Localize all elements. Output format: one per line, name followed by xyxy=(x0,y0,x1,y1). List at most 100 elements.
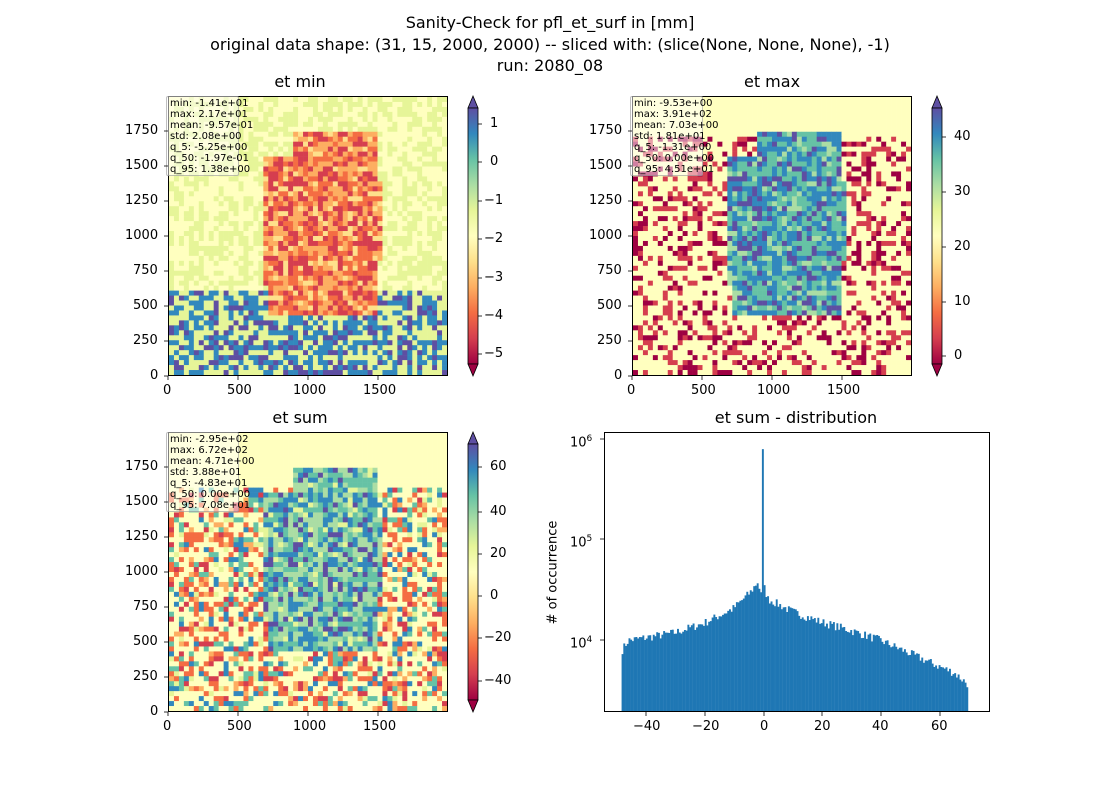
histogram-bar xyxy=(626,643,629,711)
histogram-bar xyxy=(670,629,673,711)
histogram-bar xyxy=(734,607,737,711)
hist-x-tick-label: 0 xyxy=(760,719,769,734)
histogram-bar xyxy=(826,623,828,711)
hist-y-tick-label: 105 xyxy=(570,534,593,551)
y-tick-label: 500 xyxy=(597,298,622,313)
histogram-bar xyxy=(692,623,695,711)
histogram-bar xyxy=(791,608,794,711)
histogram-bar xyxy=(926,660,929,711)
colorbar-et-max xyxy=(931,94,943,378)
histogram-bar xyxy=(647,635,650,711)
histogram-bar xyxy=(853,629,856,711)
stat-std: std: 1.81e+01 xyxy=(634,131,706,142)
heatmap-et-min-field xyxy=(169,97,447,375)
histogram-bar xyxy=(916,653,919,711)
histogram-bar xyxy=(671,629,674,711)
histogram-bar xyxy=(888,645,891,711)
histogram-bar xyxy=(848,632,851,711)
histogram-bar xyxy=(869,633,872,711)
histogram-bar xyxy=(718,616,721,711)
histogram-bar xyxy=(945,667,948,711)
histogram-bar xyxy=(884,640,887,711)
y-tick-label: 1500 xyxy=(125,494,159,509)
histogram-bar xyxy=(813,618,816,711)
hist-x-tick-label: −40 xyxy=(633,719,661,734)
histogram-bar xyxy=(943,668,946,711)
histogram-bar xyxy=(881,641,884,711)
colorbar-tick-label: 30 xyxy=(954,184,971,199)
hist-x-tick-label: 20 xyxy=(814,719,831,734)
figure-title-line-2: original data shape: (31, 15, 2000, 2000… xyxy=(210,35,890,54)
panel-title-et-sum: et sum xyxy=(272,408,328,427)
histogram-bar xyxy=(685,630,688,711)
y-tick-label: 500 xyxy=(133,634,158,649)
colorbar-tick-label: 1 xyxy=(490,116,499,131)
histogram-bar xyxy=(763,585,766,711)
x-tick-label: 1500 xyxy=(363,719,397,734)
histogram-bar xyxy=(819,623,821,711)
histogram-bar xyxy=(635,637,638,711)
colorbar-tick-label: 40 xyxy=(490,504,507,519)
histogram-bar xyxy=(748,594,750,711)
y-tick-label: 1000 xyxy=(589,228,623,243)
stat-max: max: 3.91e+02 xyxy=(634,109,712,120)
histogram-bar xyxy=(730,611,733,711)
histogram-bar xyxy=(883,644,886,711)
histogram-bar xyxy=(756,583,759,711)
histogram-bar xyxy=(722,614,724,711)
y-tick-label: 250 xyxy=(133,669,158,684)
histogram-bar xyxy=(893,643,896,711)
colorbar-tick-label: 20 xyxy=(490,546,507,561)
histogram-bar xyxy=(867,634,870,711)
histogram-bar xyxy=(857,631,860,711)
histogram-bar xyxy=(806,616,809,711)
histogram-bar xyxy=(673,633,676,711)
y-tick-label: 1750 xyxy=(589,123,623,138)
histogram-bar xyxy=(962,679,965,711)
histogram-bar xyxy=(815,622,818,711)
histogram-bar xyxy=(768,603,771,711)
stat-max: max: 2.17e+01 xyxy=(170,109,248,120)
colorbar-tick-label: −5 xyxy=(484,346,504,361)
histogram-bar xyxy=(895,646,898,711)
colorbar-tick-label: 20 xyxy=(954,239,971,254)
histogram-bar xyxy=(625,645,627,711)
histogram-bar xyxy=(855,630,858,711)
histogram-bar xyxy=(751,591,754,711)
histogram-bar xyxy=(843,627,846,711)
histogram-bar xyxy=(923,662,925,711)
histogram-bar xyxy=(903,649,906,711)
x-tick-label: 0 xyxy=(163,383,172,398)
colorbar-tick-label: 40 xyxy=(954,129,971,144)
y-tick-label: 1000 xyxy=(125,228,159,243)
histogram-bar xyxy=(860,638,863,711)
histogram-bar xyxy=(796,611,799,711)
histogram-bar xyxy=(723,613,726,711)
stat-q5: q_5: -5.25e+00 xyxy=(170,142,248,153)
histogram-bar xyxy=(841,627,844,711)
histogram-bar xyxy=(713,614,716,711)
histogram-bar xyxy=(638,637,641,711)
heatmap-et-sum-field xyxy=(169,433,447,711)
histogram-bar xyxy=(850,630,853,711)
panel-title-et-sum-distribution: et sum - distribution xyxy=(714,408,878,427)
histogram-bar xyxy=(716,619,719,711)
y-tick-label: 250 xyxy=(597,333,622,348)
histogram-bar xyxy=(696,627,698,711)
histogram-bar xyxy=(720,616,723,711)
x-tick-label: 1000 xyxy=(293,383,327,398)
histogram-bar xyxy=(931,663,934,711)
panel-title-et-min: et min xyxy=(274,72,326,91)
histogram-bar xyxy=(694,629,697,711)
hist-x-tick-label: 40 xyxy=(872,719,889,734)
histogram-bar xyxy=(947,671,950,711)
histogram-bar xyxy=(732,605,735,711)
histogram-bar xyxy=(949,668,951,711)
histogram-bar xyxy=(820,623,823,711)
histogram-bar xyxy=(864,631,867,711)
histogram-bar xyxy=(924,660,927,711)
x-tick-label: 1000 xyxy=(757,383,791,398)
histogram-bar xyxy=(640,637,643,711)
histogram-bar xyxy=(715,617,718,711)
histogram-bar xyxy=(801,617,804,711)
